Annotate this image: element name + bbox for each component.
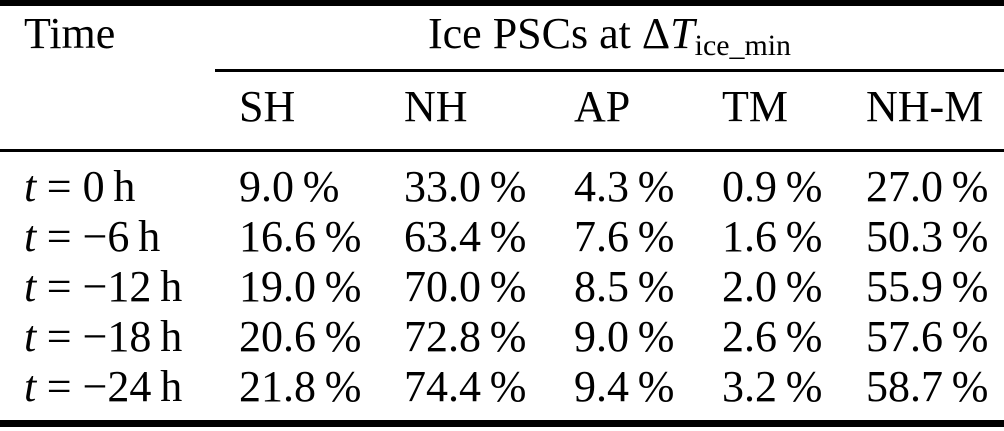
time-value: = −12 h xyxy=(46,262,183,311)
value-ap: 9.4 % xyxy=(574,362,675,411)
value-nh: 33.0 % xyxy=(404,162,527,211)
value-nh: 74.4 % xyxy=(404,362,527,411)
column-header-tm: TM xyxy=(722,82,788,131)
value-nh-m: 55.9 % xyxy=(866,262,989,311)
value-sh: 19.0 % xyxy=(239,262,362,311)
temperature-subscript: ice_min xyxy=(694,28,791,62)
value-nh: 72.8 % xyxy=(404,312,527,361)
table-row-2: t = −12 h 19.0 % 70.0 % 8.5 % 2.0 % 55.9 % xyxy=(0,262,1004,312)
value-ap: 7.6 % xyxy=(574,212,675,261)
column-header-sh: SH xyxy=(239,82,296,131)
value-nh-m: 58.7 % xyxy=(866,362,989,411)
time-label: t = −24 h xyxy=(24,362,182,412)
time-label: t = −6 h xyxy=(24,212,160,262)
value-nh-m: 57.6 % xyxy=(866,312,989,361)
temperature-symbol: T xyxy=(670,9,695,58)
time-variable: t xyxy=(24,262,37,311)
column-header-ap: AP xyxy=(574,82,631,131)
time-value: = −6 h xyxy=(46,212,161,261)
value-ap: 8.5 % xyxy=(574,262,675,311)
column-header-nh: NH xyxy=(404,82,468,131)
time-value: = −18 h xyxy=(46,312,183,361)
header-body-rule xyxy=(0,149,1004,152)
time-label: t = −18 h xyxy=(24,312,182,362)
table-row-3: t = −18 h 20.6 % 72.8 % 9.0 % 2.6 % 57.6 % xyxy=(0,312,1004,362)
value-nh: 70.0 % xyxy=(404,262,527,311)
value-nh-m: 27.0 % xyxy=(866,162,989,211)
span-header-rule xyxy=(215,69,1004,72)
value-sh: 20.6 % xyxy=(239,312,362,361)
time-variable: t xyxy=(24,362,37,411)
column-header-nh-m: NH-M xyxy=(866,82,984,131)
value-ap: 9.0 % xyxy=(574,312,675,361)
table-row-1: t = −6 h 16.6 % 63.4 % 7.6 % 1.6 % 50.3 % xyxy=(0,212,1004,262)
value-sh: 16.6 % xyxy=(239,212,362,261)
time-variable: t xyxy=(24,312,37,361)
time-value: = −24 h xyxy=(46,362,183,411)
value-nh: 63.4 % xyxy=(404,212,527,261)
time-label: t = 0 h xyxy=(24,162,135,212)
time-variable: t xyxy=(24,162,37,211)
value-tm: 1.6 % xyxy=(722,212,823,261)
value-tm: 3.2 % xyxy=(722,362,823,411)
table-row-0: t = 0 h 9.0 % 33.0 % 4.3 % 0.9 % 27.0 % xyxy=(0,162,1004,212)
value-sh: 9.0 % xyxy=(239,162,340,211)
value-tm: 0.9 % xyxy=(722,162,823,211)
table-bottom-rule xyxy=(0,420,1004,427)
time-variable: t xyxy=(24,212,37,261)
value-ap: 4.3 % xyxy=(574,162,675,211)
column-header-row: SH NH AP TM NH-M xyxy=(0,82,1004,132)
time-value: = 0 h xyxy=(46,162,136,211)
span-header-prefix: Ice PSCs at xyxy=(427,9,631,58)
column-header-time: Time xyxy=(24,9,116,58)
value-sh: 21.8 % xyxy=(239,362,362,411)
time-label: t = −12 h xyxy=(24,262,182,312)
value-nh-m: 50.3 % xyxy=(866,212,989,261)
value-tm: 2.0 % xyxy=(722,262,823,311)
table-row-4: t = −24 h 21.8 % 74.4 % 9.4 % 3.2 % 58.7 % xyxy=(0,362,1004,412)
table-top-rule xyxy=(0,0,1004,6)
value-tm: 2.6 % xyxy=(722,312,823,361)
delta-symbol: Δ xyxy=(641,9,671,58)
span-header-ice-pscs: Ice PSCs at ΔTice_min xyxy=(215,9,1004,62)
